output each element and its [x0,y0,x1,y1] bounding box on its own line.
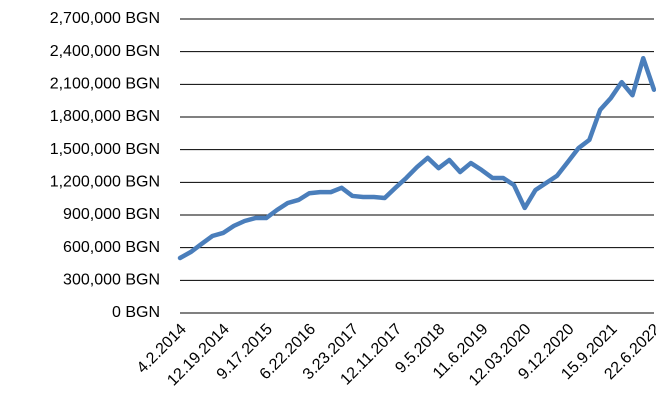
y-tick-label: 300,000 BGN [63,272,160,289]
y-tick-label: 900,000 BGN [63,206,160,223]
y-tick-label: 2,100,000 BGN [50,76,160,93]
y-tick-label: 1,500,000 BGN [50,141,160,158]
y-tick-label: 0 BGN [112,304,160,321]
y-tick-label: 2,700,000 BGN [50,10,160,27]
line-series [177,55,656,261]
y-tick-label: 1,800,000 BGN [50,108,160,125]
y-tick-label: 1,200,000 BGN [50,174,160,191]
y-tick-label: 600,000 BGN [63,239,160,256]
y-tick-label: 2,400,000 BGN [50,43,160,60]
